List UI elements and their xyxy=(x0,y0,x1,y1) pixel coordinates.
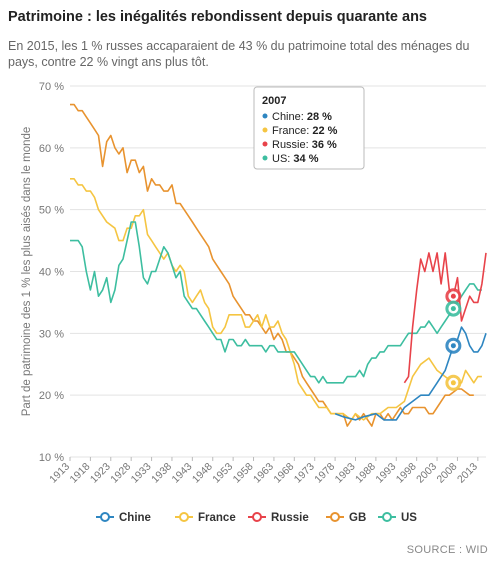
x-tick-label: 1928 xyxy=(108,461,133,486)
legend-label: US xyxy=(401,512,417,524)
x-tick-label: 1983 xyxy=(333,461,358,486)
series-line-gb xyxy=(70,103,474,427)
tooltip-entries: Chine: 28 %France: 22 %Russie: 36 %US: 3… xyxy=(262,111,338,165)
x-tick-label: 1913 xyxy=(47,461,72,486)
page-title: Patrimoine : les inégalités rebondissent… xyxy=(8,9,427,25)
legend-item-chine[interactable]: Chine xyxy=(96,512,151,524)
x-tick-label: 1958 xyxy=(231,461,256,486)
y-axis-ticks: 10 % 20 % 30 % 40 % 50 % 60 % 70 % xyxy=(39,81,64,464)
tooltip-entry: US: 34 % xyxy=(272,153,319,165)
x-tick-label: 1993 xyxy=(373,461,398,486)
tooltip-entry-value: 36 % xyxy=(312,139,337,151)
tooltip-entry-label: France: xyxy=(272,125,312,137)
legend-label: Chine xyxy=(119,512,151,524)
y-tick-label: 40 % xyxy=(39,267,64,279)
y-tick-label: 10 % xyxy=(39,452,64,464)
series-line-russie xyxy=(403,252,487,384)
legend-label: Russie xyxy=(271,512,309,524)
x-tick-label: 1943 xyxy=(169,461,194,486)
legend-item-gb[interactable]: GB xyxy=(326,512,366,524)
legend-label: GB xyxy=(349,512,366,524)
highlight-marker-dot xyxy=(450,380,456,386)
legend-item-russie[interactable]: Russie xyxy=(248,512,309,524)
x-tick-label: 1973 xyxy=(292,461,317,486)
tooltip-entry-label: Chine: xyxy=(272,111,307,123)
series-line-chine xyxy=(334,326,487,421)
tooltip-entry-value: 28 % xyxy=(307,111,332,123)
series-line-us xyxy=(70,221,482,384)
tooltip-dot xyxy=(262,155,268,161)
x-tick-label: 2013 xyxy=(455,461,480,486)
legend[interactable]: Chine France Russie GB US xyxy=(96,512,417,524)
x-tick-label: 1988 xyxy=(353,461,378,486)
x-tick-label: 1978 xyxy=(312,461,337,486)
tooltip-box xyxy=(253,86,365,170)
x-tick-label: 1948 xyxy=(190,461,215,486)
x-tick-label: 1963 xyxy=(251,461,276,486)
y-axis-label: Part de patrimoine des 1 % les plus aisé… xyxy=(21,127,33,417)
tooltip-entry-label: US: xyxy=(272,153,293,165)
series-layer xyxy=(70,103,487,427)
x-axis-ticks: 1913191819231928193319381943194819531958… xyxy=(47,457,480,486)
highlight-marker-dot xyxy=(450,343,456,349)
tooltip-year: 2007 xyxy=(262,95,286,107)
legend-marker xyxy=(330,512,340,522)
legend-marker xyxy=(179,512,189,522)
grid-layer xyxy=(70,85,486,458)
series-line-france xyxy=(70,178,482,421)
x-tick-label: 2003 xyxy=(414,461,439,486)
y-tick-label: 30 % xyxy=(39,328,64,340)
x-tick-label: 1918 xyxy=(68,461,93,486)
tooltip-entry: Chine: 28 % xyxy=(272,111,332,123)
x-tick-label: 2008 xyxy=(435,461,460,486)
markers-layer xyxy=(445,288,462,391)
tooltip: 2007 Chine: 28 %France: 22 %Russie: 36 %… xyxy=(253,86,365,170)
tooltip-dot xyxy=(262,141,268,147)
y-tick-label: 60 % xyxy=(39,143,64,155)
page-subtitle: En 2015, les 1 % russes accaparaient de … xyxy=(8,39,470,69)
legend-item-france[interactable]: France xyxy=(175,512,236,524)
x-tick-label: 1998 xyxy=(394,461,419,486)
y-tick-label: 50 % xyxy=(39,205,64,217)
x-tick-label: 1923 xyxy=(88,461,113,486)
tooltip-entry-label: Russie: xyxy=(272,139,312,151)
y-tick-label: 70 % xyxy=(39,81,64,93)
legend-marker xyxy=(252,512,262,522)
tooltip-dot xyxy=(262,113,268,119)
highlight-marker-dot xyxy=(450,306,456,312)
tooltip-entry: France: 22 % xyxy=(272,125,338,137)
tooltip-dot xyxy=(262,127,268,133)
x-tick-label: 1968 xyxy=(271,461,296,486)
x-tick-label: 1933 xyxy=(129,461,154,486)
tooltip-entry: Russie: 36 % xyxy=(272,139,337,151)
legend-label: France xyxy=(198,512,236,524)
x-tick-label: 1938 xyxy=(149,461,174,486)
tooltip-entry-value: 34 % xyxy=(293,153,318,165)
y-tick-label: 20 % xyxy=(39,390,64,402)
legend-marker xyxy=(382,512,392,522)
highlight-marker-dot xyxy=(450,293,456,299)
tooltip-entry-value: 22 % xyxy=(312,125,337,137)
source-note: SOURCE : WID xyxy=(406,544,488,556)
legend-marker xyxy=(100,512,110,522)
legend-item-us[interactable]: US xyxy=(378,512,417,524)
x-tick-label: 1953 xyxy=(210,461,235,486)
